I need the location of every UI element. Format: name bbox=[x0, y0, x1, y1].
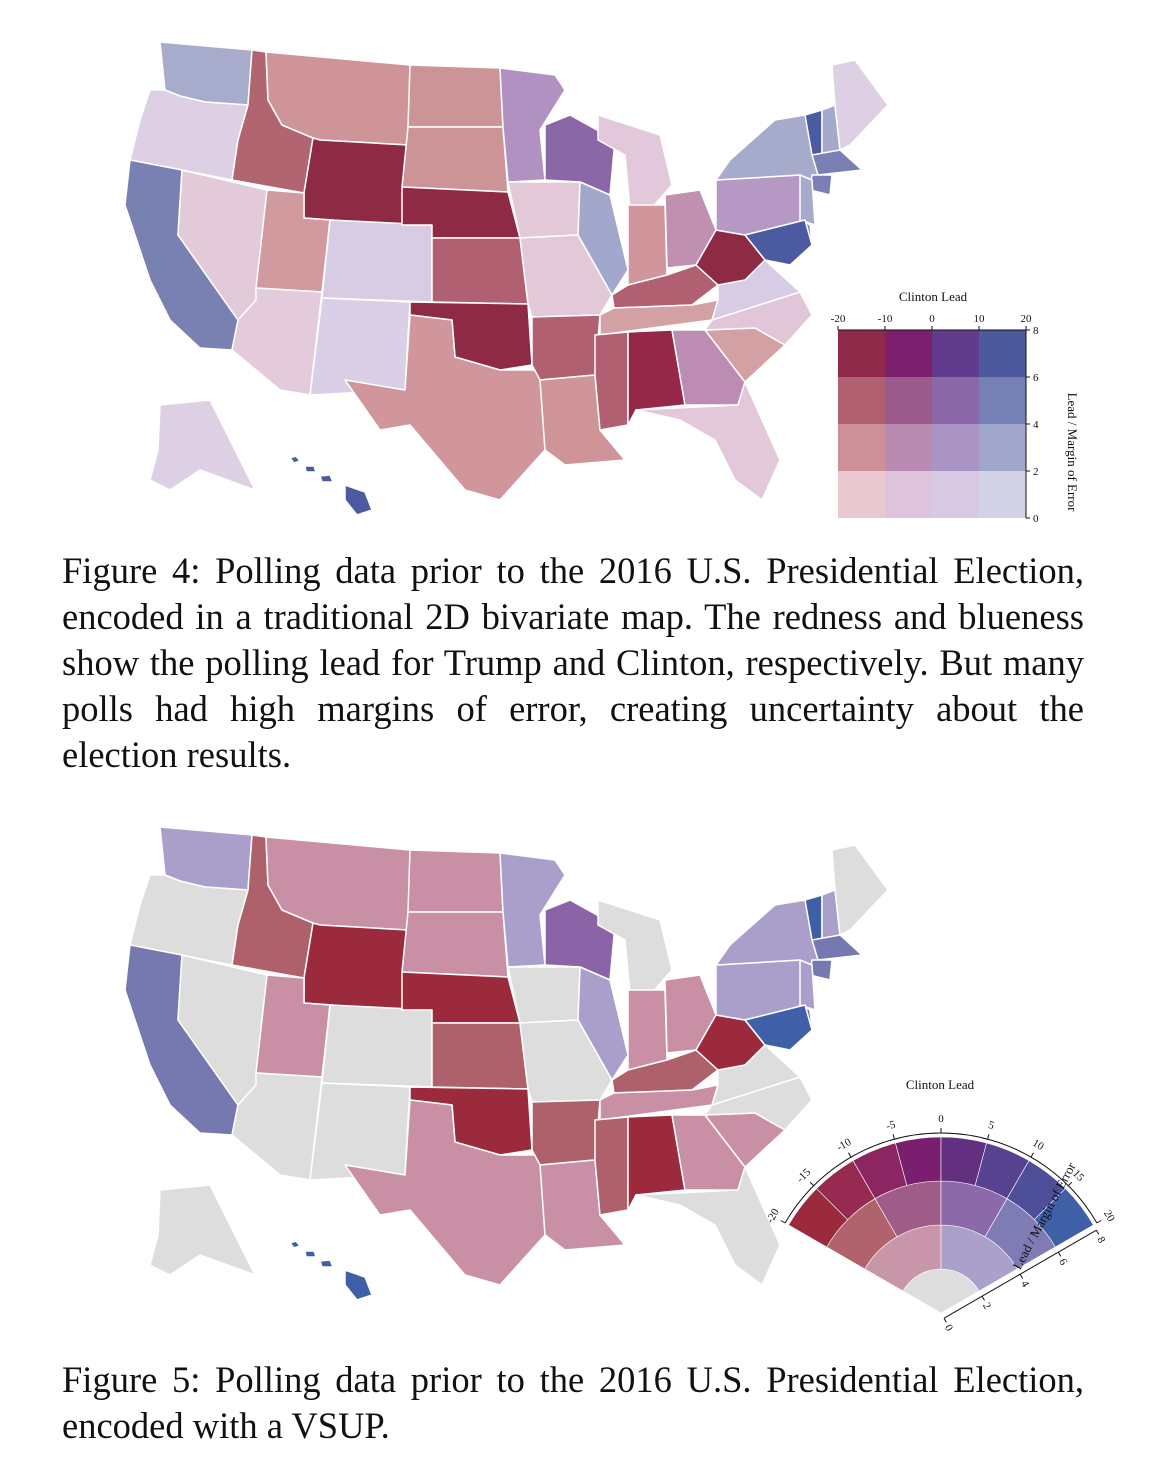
legend-y-axis: 0 2 4 6 8 bbox=[1025, 325, 1039, 525]
state-mn bbox=[499, 67, 566, 183]
state-fl bbox=[635, 381, 781, 501]
legend-x-tick-label: -20 bbox=[764, 1206, 782, 1225]
legend-x-tick bbox=[809, 1181, 815, 1187]
legend-y-tick-label: 2 bbox=[1033, 466, 1039, 478]
state-fl bbox=[635, 1166, 781, 1286]
legend-y-tick-label: 2 bbox=[980, 1301, 993, 1312]
figure-5-caption: Figure 5: Polling data prior to the 2016… bbox=[62, 1359, 1084, 1446]
state-ms bbox=[594, 1116, 629, 1216]
legend-x-tick-label: 0 bbox=[938, 1113, 944, 1125]
legend-cell bbox=[885, 471, 932, 518]
legend-y-tick bbox=[1057, 1251, 1062, 1257]
legend-x-tick bbox=[1030, 1152, 1034, 1158]
legend-cell bbox=[838, 377, 885, 424]
legend-title: Clinton Lead bbox=[906, 1077, 975, 1092]
legend-y-tick-label: 0 bbox=[1033, 513, 1039, 525]
state-ak bbox=[149, 399, 256, 491]
state-il bbox=[577, 966, 629, 1081]
legend-cell bbox=[885, 330, 932, 377]
legend-x-tick-label: 10 bbox=[1030, 1137, 1046, 1153]
legend-grid bbox=[838, 330, 1026, 518]
legend-x-tick-label: -5 bbox=[885, 1119, 897, 1133]
bivariate-legend: Clinton Lead -20 -10 0 10 20 0 2 4 6 8 Lead / Ma… bbox=[831, 289, 1080, 525]
state-md bbox=[744, 219, 813, 266]
legend-cell bbox=[979, 330, 1026, 377]
legend-y-tick-label: 0 bbox=[942, 1323, 955, 1334]
state-md bbox=[744, 1004, 813, 1051]
legend-y-tick-label: 8 bbox=[1094, 1235, 1107, 1246]
legend-x-axis-line bbox=[784, 1132, 1098, 1224]
legend-x-tick-label: -10 bbox=[835, 1136, 854, 1154]
legend-ylabel: Lead / Margin of Error bbox=[1065, 393, 1080, 513]
state-tx bbox=[344, 1099, 546, 1286]
us-map-bivariate bbox=[124, 41, 889, 516]
legend-y-axis: 0 2 4 6 8 bbox=[942, 1229, 1108, 1334]
legend-x-axis: -20 -10 0 10 20 bbox=[831, 313, 1033, 331]
state-mn bbox=[499, 852, 566, 968]
legend-cell bbox=[979, 377, 1026, 424]
legend-title: Clinton Lead bbox=[899, 289, 968, 304]
state-al bbox=[627, 329, 686, 426]
legend-x-tick bbox=[892, 1134, 895, 1140]
legend-cell bbox=[979, 471, 1026, 518]
state-il bbox=[577, 181, 629, 296]
legend-x-tick bbox=[1096, 1220, 1102, 1224]
legend-cell bbox=[838, 471, 885, 518]
legend-x-tick-label: -10 bbox=[878, 313, 893, 325]
legend-x-tick-label: 20 bbox=[1021, 313, 1033, 325]
legend-x-tick bbox=[780, 1220, 786, 1224]
state-ms bbox=[594, 331, 629, 431]
legend-x-tick-label: 0 bbox=[929, 313, 935, 325]
legend-cell bbox=[838, 424, 885, 471]
legend-x-tick bbox=[1067, 1181, 1073, 1187]
legend-cell bbox=[932, 330, 979, 377]
legend-cell bbox=[932, 471, 979, 518]
legend-x-tick-label: 5 bbox=[987, 1119, 996, 1132]
legend-y-tick bbox=[1095, 1229, 1100, 1235]
legend-arc-cell bbox=[1033, 1188, 1094, 1248]
us-map-vsup bbox=[124, 826, 889, 1301]
figure-4-caption: Figure 4: Polling data prior to the 2016… bbox=[62, 550, 1084, 775]
legend-cell bbox=[932, 424, 979, 471]
state-al bbox=[627, 1114, 686, 1211]
legend-wedge bbox=[788, 1136, 1094, 1314]
legend-x-tick-label: 10 bbox=[974, 313, 986, 325]
legend-y-tick bbox=[981, 1295, 985, 1301]
state-ma bbox=[811, 149, 863, 176]
state-hi bbox=[289, 455, 373, 516]
legend-x-tick bbox=[848, 1152, 852, 1158]
legend-cell bbox=[838, 330, 885, 377]
legend-x-tick-label: 20 bbox=[1101, 1208, 1117, 1224]
legend-y-tick-label: 6 bbox=[1056, 1257, 1069, 1268]
legend-y-tick-label: 8 bbox=[1033, 325, 1039, 337]
state-ma bbox=[811, 934, 863, 961]
legend-x-tick bbox=[987, 1134, 990, 1140]
figure-4: Clinton Lead -20 -10 0 10 20 0 2 4 6 8 Lead / Ma… bbox=[0, 30, 1158, 550]
legend-y-tick-label: 6 bbox=[1033, 372, 1039, 384]
state-ak bbox=[149, 1184, 256, 1276]
legend-y-tick-label: 4 bbox=[1018, 1279, 1031, 1290]
legend-x-tick-label: -20 bbox=[831, 313, 846, 325]
legend-cell bbox=[932, 377, 979, 424]
legend-y-tick-label: 4 bbox=[1033, 419, 1039, 431]
legend-y-tick bbox=[943, 1317, 947, 1323]
legend-y-tick bbox=[1019, 1273, 1024, 1279]
state-hi bbox=[289, 1240, 373, 1301]
state-tx bbox=[344, 314, 546, 501]
state-nj bbox=[799, 959, 816, 1011]
legend-cell bbox=[979, 424, 1026, 471]
legend-cell bbox=[885, 377, 932, 424]
state-nj bbox=[799, 174, 816, 226]
legend-cell bbox=[885, 424, 932, 471]
